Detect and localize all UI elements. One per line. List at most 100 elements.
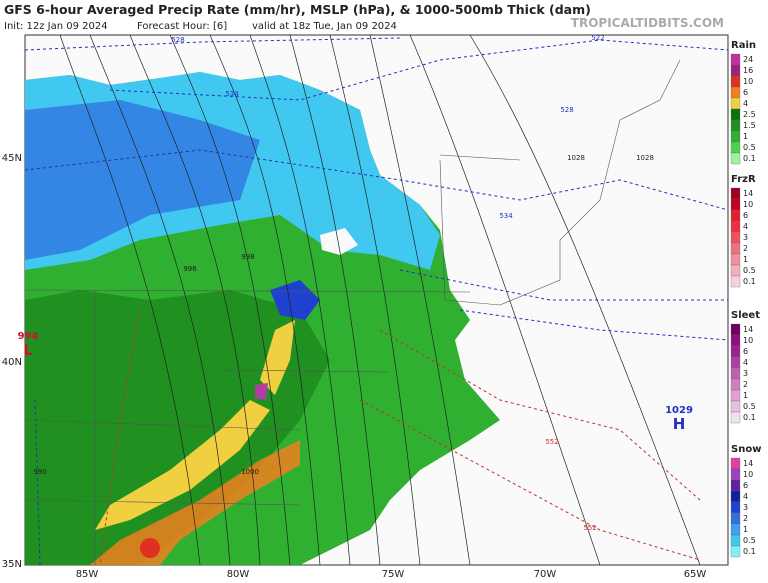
legend-swatch xyxy=(730,345,741,358)
legend-label: 4 xyxy=(743,222,748,231)
pressure-symbol: L xyxy=(23,341,33,359)
legend-label: 0.5 xyxy=(743,266,756,275)
legend-swatch xyxy=(730,378,741,391)
legend-label: 14 xyxy=(743,189,753,198)
legend-title: FrzR xyxy=(731,174,756,185)
snow-area-moderate xyxy=(25,100,260,260)
lon-label: 75W xyxy=(382,569,405,579)
lat-label: 35N xyxy=(2,559,22,570)
legend-swatch xyxy=(730,389,741,402)
legend-swatch xyxy=(730,367,741,380)
legend-label: 2.5 xyxy=(743,110,756,119)
sleet-spot xyxy=(255,383,268,400)
legend-swatch xyxy=(730,479,741,492)
legend-label: 2 xyxy=(743,514,748,523)
legend-label: 1 xyxy=(743,132,748,141)
legend-swatch xyxy=(730,253,741,266)
legend-label: 0.5 xyxy=(743,402,756,411)
pressure-value: 994 xyxy=(18,331,39,342)
legend-label: 2 xyxy=(743,380,748,389)
legend-label: 24 xyxy=(743,55,753,64)
lat-label: 45N xyxy=(2,153,22,164)
lat-label: 40N xyxy=(2,357,22,368)
legend-swatch xyxy=(730,53,741,66)
contour-label: 552 xyxy=(545,438,558,446)
legend-label: 4 xyxy=(743,492,748,501)
snow-core xyxy=(270,280,320,320)
legend-swatch xyxy=(730,512,741,525)
contour-label: 528 xyxy=(560,106,573,114)
legend-label: 3 xyxy=(743,503,748,512)
legend-swatch xyxy=(730,468,741,481)
init: Init: 12z Jan 09 2024 xyxy=(4,21,108,32)
legend-label: 4 xyxy=(743,358,748,367)
legend-label: 10 xyxy=(743,336,753,345)
contour-label: 1028 xyxy=(636,154,654,162)
legend-swatch xyxy=(730,75,741,88)
rain-band xyxy=(95,400,270,530)
legend-label: 16 xyxy=(743,66,753,75)
legend-swatch xyxy=(730,501,741,514)
legend-label: 3 xyxy=(743,233,748,242)
legend-swatch xyxy=(730,400,741,413)
site-watermark: TROPICALTIDBITS.COM xyxy=(571,16,724,30)
map xyxy=(24,34,729,566)
legend-swatch xyxy=(730,523,741,536)
legend-label: 6 xyxy=(743,481,748,490)
legend-label: 0.1 xyxy=(743,547,756,556)
mixed-band xyxy=(260,320,295,395)
legend-label: 10 xyxy=(743,77,753,86)
valid-time: valid at 18z Tue, Jan 09 2024 xyxy=(252,21,397,32)
thickness-lines xyxy=(24,37,729,566)
rain-area-heavy xyxy=(25,290,330,565)
contour-label: 998 xyxy=(241,253,254,261)
legend-label: 1 xyxy=(743,255,748,264)
legend-swatch xyxy=(730,187,741,200)
legend-swatch xyxy=(730,264,741,277)
legend-label: 6 xyxy=(743,88,748,97)
contour-label: 552 xyxy=(583,524,596,532)
contour-label: 528 xyxy=(171,36,184,44)
forecast-hour: Forecast Hour: [6] xyxy=(137,21,227,32)
legend-swatch xyxy=(730,141,741,154)
legend-swatch xyxy=(730,275,741,288)
pressure-value: 1029 xyxy=(665,405,693,416)
legend-swatch xyxy=(730,490,741,503)
lon-label: 65W xyxy=(684,569,707,579)
legend-label: 0.1 xyxy=(743,154,756,163)
contour-label: 996 xyxy=(183,265,197,273)
isobars xyxy=(59,34,701,566)
rain-max xyxy=(140,538,160,558)
legend-swatch xyxy=(730,209,741,222)
legend-swatch xyxy=(730,356,741,369)
legend-swatch xyxy=(730,411,741,424)
legend-swatch xyxy=(730,220,741,233)
legend-label: 1.5 xyxy=(743,121,756,130)
legend-label: 10 xyxy=(743,470,753,479)
legend-swatch xyxy=(730,323,741,336)
legend-label: 10 xyxy=(743,200,753,209)
legend-label: 0.1 xyxy=(743,277,756,286)
lon-label: 80W xyxy=(227,569,250,579)
legend-label: 14 xyxy=(743,459,753,468)
legend-label: 4 xyxy=(743,99,748,108)
legend-swatch xyxy=(730,152,741,165)
contour-label: 990 xyxy=(33,468,46,476)
legend-label: 2 xyxy=(743,244,748,253)
contour-label: 534 xyxy=(225,90,239,98)
legend-swatch xyxy=(730,457,741,470)
contour-label: 522 xyxy=(591,34,604,42)
legend-swatch xyxy=(730,108,741,121)
legend-label: 0.1 xyxy=(743,413,756,422)
legend-swatch xyxy=(730,119,741,132)
legend-swatch xyxy=(730,545,741,558)
legend-label: 0.5 xyxy=(743,536,756,545)
legend-swatch xyxy=(730,242,741,255)
legend-title: Sleet xyxy=(731,310,760,321)
legend-label: 6 xyxy=(743,211,748,220)
dry-hole xyxy=(320,228,358,255)
pressure-symbol: H xyxy=(673,415,686,433)
legend-label: 6 xyxy=(743,347,748,356)
